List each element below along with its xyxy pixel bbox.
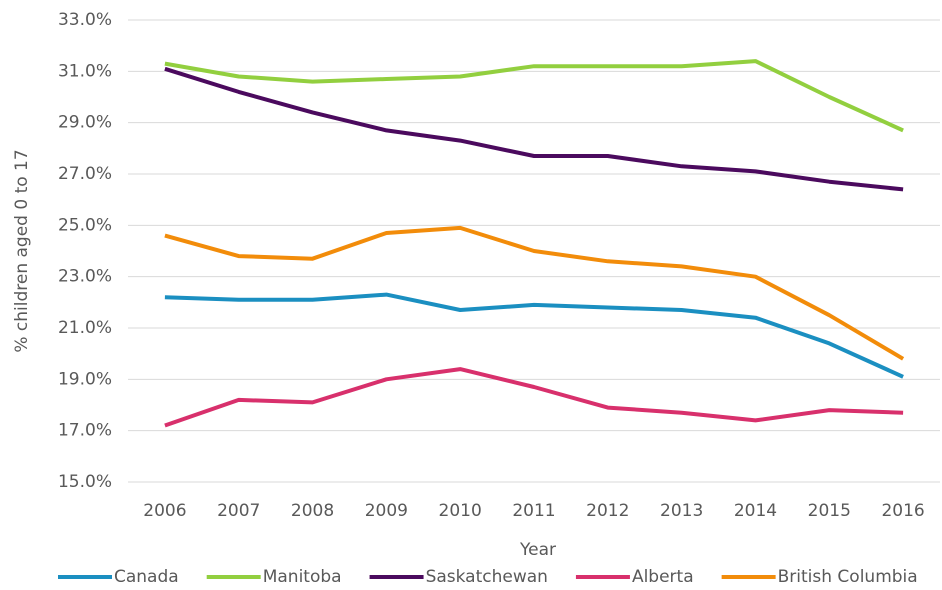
x-tick-label: 2012 [586, 501, 629, 521]
x-tick-label: 2013 [660, 501, 703, 521]
y-tick-label: 23.0% [58, 267, 112, 287]
x-tick-label: 2010 [439, 501, 482, 521]
x-tick-label: 2008 [291, 501, 334, 521]
y-axis-title: % children aged 0 to 17 [12, 149, 32, 352]
x-tick-label: 2006 [143, 501, 186, 521]
x-tick-label: 2015 [808, 501, 851, 521]
line-series [164, 367, 904, 428]
x-axis-title: Year [519, 540, 556, 560]
x-tick-label: 2009 [365, 501, 408, 521]
legend-label: Saskatchewan [426, 567, 548, 587]
y-tick-label: 21.0% [58, 318, 112, 338]
y-tick-label: 19.0% [58, 369, 112, 389]
y-tick-label: 17.0% [58, 421, 112, 441]
legend-label: Alberta [632, 567, 694, 587]
x-tick-label: 2014 [734, 501, 777, 521]
line-series [164, 59, 904, 133]
legend-label: Manitoba [263, 567, 342, 587]
y-tick-label: 15.0% [58, 472, 112, 492]
line-series [164, 66, 904, 192]
legend-label: Canada [114, 567, 179, 587]
x-tick-label: 2016 [881, 501, 924, 521]
line-series [164, 225, 905, 361]
y-tick-label: 29.0% [58, 113, 112, 133]
legend-label: British Columbia [778, 567, 918, 587]
line-series [164, 292, 904, 379]
y-tick-label: 33.0% [58, 10, 112, 30]
y-tick-label: 25.0% [58, 215, 112, 235]
x-tick-label: 2011 [512, 501, 555, 521]
x-tick-label: 2007 [217, 501, 260, 521]
y-tick-label: 27.0% [58, 164, 112, 184]
y-tick-label: 31.0% [58, 61, 112, 81]
